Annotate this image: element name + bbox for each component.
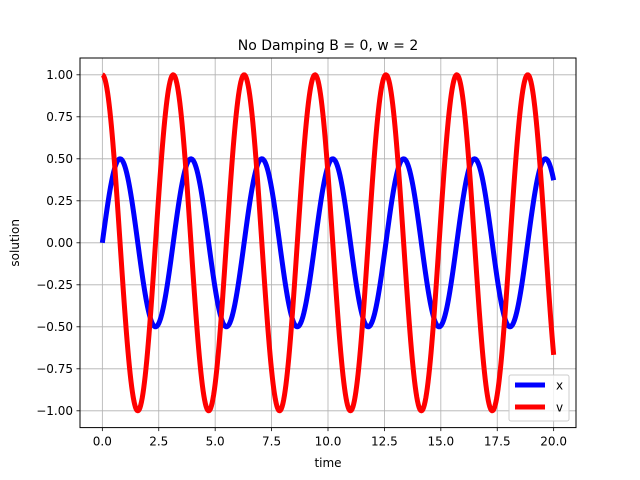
x-tick-label: 17.5 <box>484 435 511 449</box>
series-layer <box>99 72 557 414</box>
chart-title: No Damping B = 0, w = 2 <box>238 38 419 54</box>
y-tick-label: 1.00 <box>46 68 73 82</box>
legend-label-x: x <box>556 379 563 393</box>
legend-label-v: v <box>556 401 563 415</box>
y-tick-label: −1.00 <box>36 404 73 418</box>
legend: x v <box>508 374 570 422</box>
x-tick-label: 5.0 <box>206 435 225 449</box>
x-tick-label: 20.0 <box>540 435 567 449</box>
ticks: 0.0 2.5 5.0 7.5 10.0 12.5 15.0 17.5 20.0 1.00 0.75… <box>36 68 567 449</box>
x-tick-label: 12.5 <box>371 435 398 449</box>
y-tick-label: 0.25 <box>46 194 73 208</box>
x-tick-label: 2.5 <box>149 435 168 449</box>
x-tick-label: 10.0 <box>315 435 342 449</box>
x-axis-label: time <box>314 456 341 470</box>
y-tick-label: −0.75 <box>36 362 73 376</box>
series-line-v <box>100 72 557 414</box>
grid <box>80 58 576 428</box>
y-tick-label: 0.75 <box>46 110 73 124</box>
y-tick-label: 0.50 <box>46 152 73 166</box>
y-tick-label: 0.00 <box>46 236 73 250</box>
x-tick-label: 15.0 <box>427 435 454 449</box>
x-tick-label: 7.5 <box>262 435 281 449</box>
y-tick-label: −0.25 <box>36 278 73 292</box>
y-tick-label: −0.50 <box>36 320 73 334</box>
y-axis-label: solution <box>8 219 22 267</box>
x-tick-label: 0.0 <box>93 435 112 449</box>
